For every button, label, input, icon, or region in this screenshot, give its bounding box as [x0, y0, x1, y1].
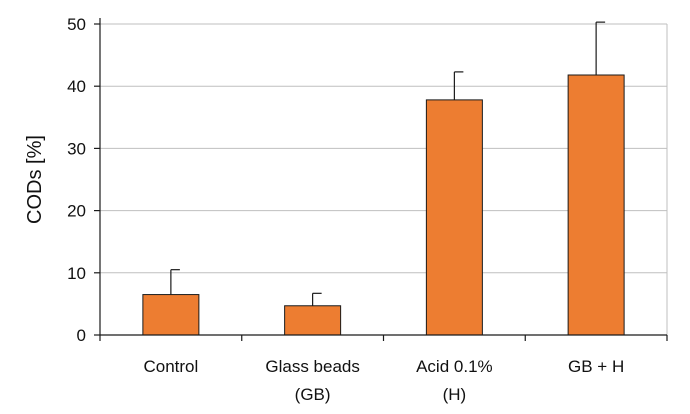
x-tick-label: Acid 0.1% (H)	[416, 357, 493, 404]
x-tick-label: Control	[143, 357, 198, 376]
y-tick-label: 50	[67, 15, 86, 34]
tick-labels: 0 10 20 30 40 50 Control Glass beads (GB) Acid 0.…	[24, 15, 624, 404]
x-tick-label-line: Acid 0.1%	[416, 357, 493, 376]
x-tick-label: Glass beads (GB)	[265, 357, 360, 404]
x-tick-label-line: GB + H	[568, 357, 624, 376]
error-bars	[170, 21, 606, 306]
y-tick-label: 0	[77, 326, 86, 345]
y-axis-label: CODs [%]	[24, 135, 46, 224]
x-tick-label-line: Control	[143, 357, 198, 376]
bars	[142, 74, 625, 336]
bar	[425, 99, 483, 336]
bar	[567, 74, 625, 336]
y-tick-label: 40	[67, 77, 86, 96]
x-tick-label-line: (GB)	[295, 385, 331, 404]
bar	[284, 305, 342, 336]
x-tick-label: GB + H	[568, 357, 624, 376]
bar	[142, 294, 200, 336]
y-tick-label: 20	[67, 202, 86, 221]
y-tick-label: 30	[67, 139, 86, 158]
x-tick-label-line: (H)	[443, 385, 467, 404]
axes	[94, 18, 668, 341]
y-tick-label: 10	[67, 264, 86, 283]
x-tick-label-line: Glass beads	[265, 357, 360, 376]
